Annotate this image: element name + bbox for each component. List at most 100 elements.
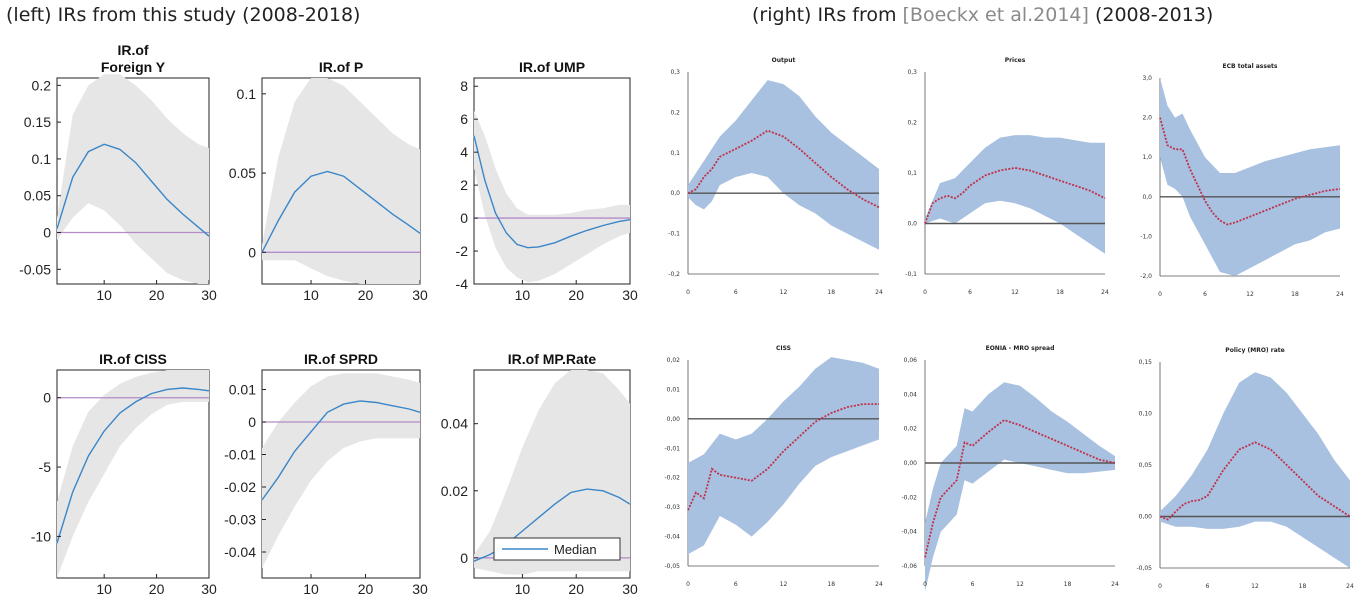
x-tick-label: 30 (622, 287, 638, 303)
x-tick-label: 20 (149, 581, 165, 597)
x-tick-label: 24 (1111, 581, 1119, 588)
x-tick-label: 20 (568, 287, 584, 303)
y-tick-label: 0 (248, 414, 256, 430)
panel-title: IR.of SPRD (304, 351, 378, 367)
x-tick-label: 10 (96, 287, 112, 303)
x-tick-label: 10 (515, 287, 531, 303)
y-tick-label: 0 (460, 550, 468, 566)
panel-title: IR.of CISS (99, 351, 167, 367)
x-tick-label: 10 (515, 581, 531, 597)
y-tick-label: 0 (43, 390, 51, 406)
y-tick-label: -4 (456, 276, 469, 292)
y-tick-label: 0 (460, 210, 468, 226)
y-tick-label: -2,0 (1140, 273, 1152, 280)
x-tick-label: 0 (923, 581, 927, 588)
x-tick-label: 30 (201, 581, 217, 597)
y-tick-label: 0,02 (667, 357, 681, 364)
x-tick-label: 10 (303, 581, 319, 597)
y-tick-label: 0.1 (32, 151, 52, 167)
chart-panel-6: IR.of MP.Rate 0 0.02 0.04 10 20 30 Median (441, 351, 638, 597)
x-tick-label: 12 (1016, 581, 1024, 588)
x-tick-label: 24 (1346, 583, 1354, 590)
y-tick-label: -0.02 (224, 479, 256, 495)
x-tick-label: 18 (1064, 581, 1072, 588)
y-tick-label: 0,2 (907, 120, 917, 127)
median-line (924, 166, 1106, 224)
y-tick-label: -0,05 (1136, 565, 1152, 572)
y-tick-label: -0,04 (901, 529, 917, 536)
y-tick-label: 0,1 (670, 150, 680, 157)
x-tick-label: 20 (568, 581, 584, 597)
x-tick-label: 12 (1251, 583, 1259, 590)
x-tick-label: 10 (96, 581, 112, 597)
confidence-band (1160, 372, 1350, 568)
confidence-band (57, 370, 209, 578)
y-tick-label: -5 (39, 459, 52, 475)
y-tick-label: 2 (460, 177, 468, 193)
x-tick-label: 24 (875, 581, 883, 588)
chart-panel-3: IR.of UMP -4 -2 0 2 4 6 8 10 20 30 (456, 59, 638, 303)
x-tick-label: 6 (1203, 291, 1207, 298)
y-tick-label: 0,15 (1139, 359, 1153, 366)
y-tick-label: 0,3 (907, 69, 917, 76)
y-tick-label: 3,0 (1142, 75, 1152, 82)
y-tick-label: 0.01 (229, 382, 256, 398)
panel-title: Output (772, 57, 796, 64)
y-tick-label: 0,1 (907, 170, 917, 177)
y-tick-label: 6 (460, 111, 468, 127)
y-tick-label: -10 (31, 528, 51, 544)
confidence-band (688, 80, 879, 250)
y-tick-label: 0.02 (441, 483, 468, 499)
x-tick-label: 18 (1056, 289, 1064, 296)
chart-panel-8: Prices -0,1 0,0 0,1 0,2 0,3 0 6 12 18 24 (905, 57, 1109, 296)
right-heading-suffix: (2008-2013) (1088, 4, 1214, 26)
y-tick-label: 0,0 (1142, 194, 1152, 201)
y-tick-label: 0,2 (670, 109, 680, 116)
y-tick-label: 0 (248, 244, 256, 260)
x-tick-label: 18 (827, 581, 835, 588)
y-tick-label: 0.04 (441, 416, 468, 432)
y-tick-label: 0.15 (24, 114, 51, 130)
confidence-band (1160, 78, 1340, 276)
chart-panel-5: IR.of SPRD -0.04 -0.03 -0.02 -0.01 0 0.01 10 20 3… (224, 351, 428, 597)
y-tick-label: 0,0 (907, 221, 917, 228)
x-tick-label: 18 (827, 289, 835, 296)
panel-title: IR.of MP.Rate (508, 351, 597, 367)
y-tick-label: 8 (460, 78, 468, 94)
panel-title: Prices (1005, 57, 1026, 64)
x-tick-label: 6 (734, 581, 738, 588)
y-tick-label: -0,05 (664, 563, 680, 570)
y-tick-label: 0,3 (670, 69, 680, 76)
chart-panel-4: IR.of CISS -10 -5 0 10 20 30 (31, 351, 217, 597)
x-tick-label: 6 (734, 289, 738, 296)
legend-label: Median (554, 542, 597, 557)
panel-title: Foreign Y (101, 59, 166, 75)
x-tick-label: 20 (358, 581, 374, 597)
x-tick-label: 10 (303, 287, 319, 303)
y-tick-label: -0,02 (664, 475, 680, 482)
x-tick-label: 24 (1101, 289, 1109, 296)
y-tick-label: 0,05 (1139, 462, 1153, 469)
y-tick-label: -0,03 (664, 504, 680, 511)
x-tick-label: 0 (1158, 291, 1162, 298)
chart-panel-9: ECB total assets -2,0 -1,0 0,0 1,0 2,0 3,0 0 6 12… (1140, 63, 1344, 298)
y-tick-label: -0,1 (905, 271, 917, 278)
y-tick-label: -0.03 (224, 512, 256, 528)
confidence-band (474, 370, 630, 575)
y-tick-label: 0,10 (1139, 411, 1153, 418)
y-tick-label: -0,06 (901, 563, 917, 570)
citation-link[interactable]: [Boeckx et al.2014] (902, 4, 1089, 26)
confidence-band (262, 78, 420, 284)
y-tick-label: 2,0 (1142, 115, 1152, 122)
y-tick-label: -0.04 (224, 544, 256, 560)
x-tick-label: 12 (1011, 289, 1019, 296)
y-tick-label: 0,0 (670, 190, 680, 197)
y-tick-label: 0,02 (904, 426, 918, 433)
y-tick-label: -1,0 (1140, 233, 1152, 240)
panel-title: EONIA - MRO spread (986, 345, 1055, 352)
median-line (473, 135, 631, 249)
y-tick-label: -0.01 (224, 447, 256, 463)
x-tick-label: 24 (875, 289, 883, 296)
confidence-band (688, 357, 879, 555)
x-tick-label: 20 (149, 287, 165, 303)
